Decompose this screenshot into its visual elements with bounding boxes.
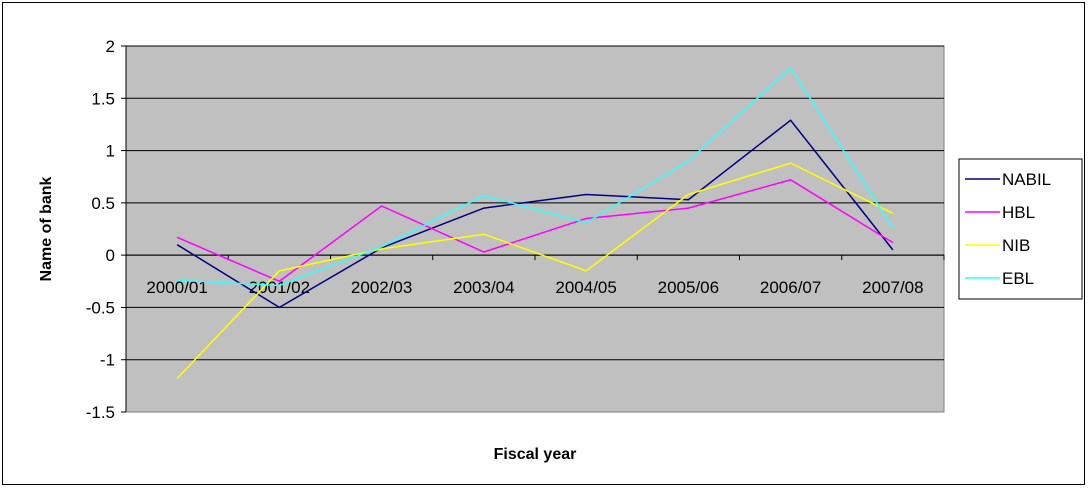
- y-axis-ticks: 2 1.5 1 0.5 0 -0.5 -1 -1.5: [86, 37, 127, 422]
- x-tick-label: 2005/06: [658, 278, 719, 297]
- series-line-hbl: [176, 179, 894, 283]
- legend-items: NABIL HBL NIB EBL: [965, 170, 1051, 288]
- x-tick-label: 2007/08: [862, 278, 923, 297]
- x-axis-label: Fiscal year: [494, 446, 577, 463]
- y-tick-label: 0: [106, 246, 115, 265]
- y-tick-label: 0.5: [91, 194, 115, 213]
- x-tick-label: 2006/07: [760, 278, 821, 297]
- legend-label-hbl: HBL: [1002, 203, 1035, 222]
- x-tick-label: 2002/03: [351, 278, 412, 297]
- y-tick-label: -1.5: [86, 403, 115, 422]
- series-line-nib: [176, 162, 894, 380]
- y-tick-label: -1: [100, 351, 115, 370]
- x-tick-label: 2000/01: [146, 278, 207, 297]
- line-chart: 2 1.5 1 0.5 0 -0.5 -1 -1.5 2000/01 2001/02 2002/0…: [38, 37, 1083, 463]
- y-tick-label: -0.5: [86, 298, 115, 317]
- plot-area: [125, 45, 945, 413]
- x-tick-label: 2004/05: [555, 278, 616, 297]
- y-tick-label: 1.5: [91, 89, 115, 108]
- x-tick-label: 2003/04: [453, 278, 514, 297]
- x-axis-ticks: 2000/01 2001/02 2002/03 2003/04 2004/05 2005/…: [125, 254, 945, 297]
- y-tick-label: 1: [106, 142, 115, 161]
- y-tick-label: 2: [106, 37, 115, 56]
- series-lines: [176, 66, 894, 380]
- y-axis-label: Name of bank: [38, 176, 55, 281]
- legend-label-nib: NIB: [1002, 236, 1030, 255]
- x-tick-label: 2001/02: [249, 278, 310, 297]
- chart-frame: 2 1.5 1 0.5 0 -0.5 -1 -1.5 2000/01 2001/02 2002/0…: [2, 2, 1085, 485]
- legend: NABIL HBL NIB EBL: [958, 158, 1083, 300]
- legend-label-ebl: EBL: [1002, 269, 1034, 288]
- legend-box: [958, 158, 1083, 300]
- legend-label-nabil: NABIL: [1002, 170, 1051, 189]
- series-line-ebl: [177, 66, 894, 287]
- series-line-nabil: [176, 119, 894, 309]
